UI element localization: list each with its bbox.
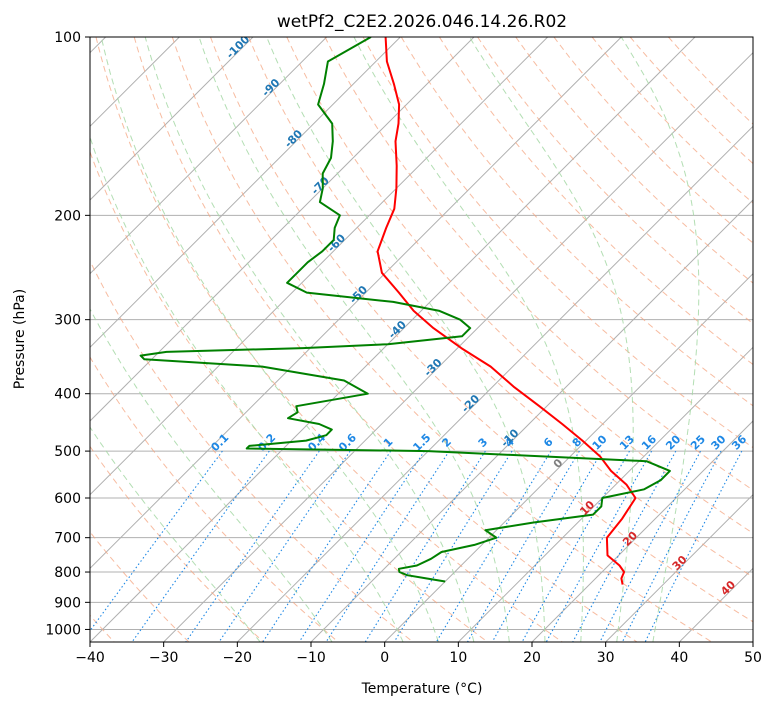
mixing-ratio-line (545, 450, 653, 642)
y-tick-label: 500 (54, 444, 81, 460)
x-tick-label: −20 (223, 650, 253, 666)
mixing-ratio-line (364, 450, 486, 642)
mixing-ratio-line (491, 450, 603, 642)
x-tick-label: 0 (380, 650, 389, 666)
x-tick-label: 50 (744, 650, 762, 666)
dry-adiabat-line (133, 37, 638, 642)
dry-adiabat-line (553, 37, 753, 244)
dry-adiabat-line (286, 37, 753, 534)
isotherm-line (90, 37, 549, 496)
dry-adiabat-line (438, 37, 753, 366)
moist-adiabat-line (353, 37, 584, 642)
isotherm-line (90, 37, 475, 422)
moist-adiabat-line (144, 37, 475, 642)
mixing-ratio-line (393, 450, 513, 642)
isotherm-line (163, 51, 753, 642)
isotherm-line (90, 37, 696, 642)
mixing-ratio-line (621, 450, 722, 642)
y-axis-label: Pressure (hPa) (12, 289, 28, 389)
chart-title: wetPf2_C2E2.2026.046.14.26.R02 (277, 12, 567, 32)
x-tick-label: 40 (670, 650, 688, 666)
dry-adiabat-line (210, 37, 753, 623)
isotherm-line (90, 37, 328, 275)
moist-adiabat-line (198, 37, 510, 642)
dry-adiabat-line (400, 37, 753, 407)
y-tick-label: 300 (54, 313, 81, 329)
isotherm-line (90, 37, 401, 349)
dry-adiabat-line (90, 259, 414, 642)
mixing-ratio-line (521, 450, 630, 642)
moist-adiabat-line (100, 37, 439, 642)
y-tick-label: 100 (54, 30, 81, 46)
y-tick-label: 600 (54, 491, 81, 507)
isotherm-line (605, 493, 753, 642)
moist-adiabat-line (90, 135, 404, 642)
y-tick-label: 1000 (45, 622, 81, 638)
plot-frame (89, 36, 754, 643)
y-tick-label: 800 (54, 565, 81, 581)
mixing-ratio-line (572, 450, 677, 642)
mixing-ratio-line (185, 450, 320, 642)
mixing-ratio-line (218, 450, 351, 642)
dry-adiabat-line (248, 37, 753, 578)
isotherm-line (90, 37, 622, 570)
x-tick-label: 30 (597, 650, 615, 666)
x-tick-label: 10 (449, 650, 467, 666)
moist-adiabat-line (266, 37, 546, 642)
x-tick-label: −30 (149, 650, 179, 666)
mixing-ratio-line (131, 450, 270, 642)
y-tick-label: 400 (54, 387, 81, 403)
mixing-ratio-line (435, 450, 552, 642)
temperature-profile-line (376, 37, 637, 585)
dry-adiabat-line (591, 37, 753, 204)
moist-adiabat-line (620, 37, 700, 642)
moist-adiabat-line (90, 308, 333, 642)
x-axis-label: Temperature (°C) (361, 681, 483, 697)
y-tick-label: 900 (54, 595, 81, 611)
mixing-ratio-line (599, 450, 701, 642)
isotherm-line (236, 125, 753, 642)
mixing-ratio-line (467, 450, 580, 642)
y-tick-label: 200 (54, 208, 81, 224)
dewpoint-profile-line (139, 37, 671, 583)
dry-adiabat-line (90, 445, 264, 642)
dry-adiabat-line (171, 37, 712, 642)
dry-adiabat-line (90, 356, 339, 642)
dry-adiabat-line (95, 37, 563, 642)
isotherm-line (531, 420, 753, 642)
dry-adiabat-line (362, 37, 753, 449)
axes: −40 −30 −20 −10 0 10 20 30 40 50 100 200 300 400 500 60… (45, 30, 762, 666)
x-tick-label: −40 (75, 650, 105, 666)
x-tick-label: −10 (296, 650, 326, 666)
moist-adiabat-line (90, 426, 261, 642)
isotherm-line (90, 37, 254, 201)
isotherm-line (457, 346, 753, 642)
y-tick-label: 700 (54, 531, 81, 547)
x-tick-label: 20 (523, 650, 541, 666)
dry-adiabat-line (324, 37, 753, 491)
